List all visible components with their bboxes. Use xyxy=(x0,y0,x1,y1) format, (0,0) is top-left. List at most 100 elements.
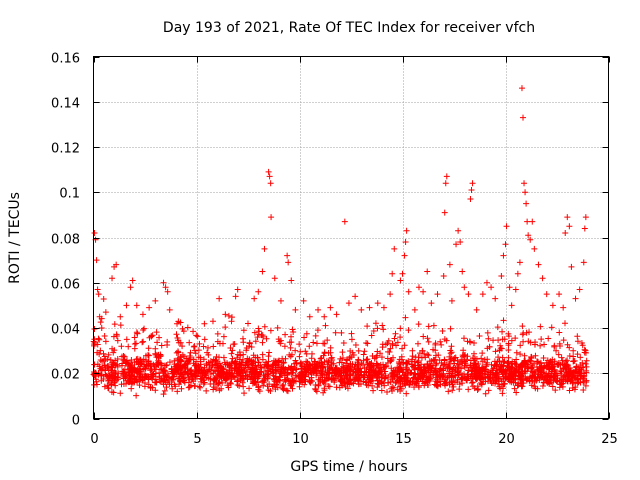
data-point xyxy=(251,329,258,336)
data-point xyxy=(582,214,589,221)
data-point xyxy=(276,361,283,368)
data-point xyxy=(177,356,184,363)
data-point xyxy=(395,380,402,387)
data-point xyxy=(266,381,273,388)
data-point xyxy=(236,349,243,356)
data-point xyxy=(368,332,375,339)
data-point xyxy=(484,359,491,366)
data-point xyxy=(222,324,229,331)
data-point xyxy=(97,319,104,326)
data-point xyxy=(265,387,272,394)
data-point xyxy=(486,343,493,350)
data-point xyxy=(577,379,584,386)
data-point xyxy=(517,351,524,358)
data-point xyxy=(314,327,321,334)
data-point xyxy=(464,353,471,360)
data-point xyxy=(432,341,439,348)
data-point xyxy=(453,241,460,248)
data-point xyxy=(540,379,547,386)
data-point xyxy=(253,366,260,373)
data-point xyxy=(133,392,140,399)
data-point xyxy=(111,321,118,328)
data-point xyxy=(161,387,168,394)
data-point xyxy=(440,371,447,378)
data-point xyxy=(220,333,227,340)
data-point xyxy=(282,331,289,338)
data-point xyxy=(226,367,233,374)
data-point xyxy=(190,343,197,350)
data-point xyxy=(312,385,319,392)
data-point xyxy=(492,370,499,377)
data-point xyxy=(287,353,294,360)
data-point xyxy=(124,377,131,384)
data-point xyxy=(403,390,410,397)
data-point xyxy=(190,328,197,335)
data-point xyxy=(479,350,486,357)
data-point xyxy=(504,362,511,369)
data-point xyxy=(171,357,178,364)
data-point xyxy=(492,348,499,355)
data-point xyxy=(527,357,534,364)
data-point xyxy=(461,364,468,371)
data-point xyxy=(419,369,426,376)
data-point xyxy=(185,379,192,386)
data-point xyxy=(497,342,504,349)
data-point xyxy=(490,377,497,384)
data-point xyxy=(380,364,387,371)
data-point xyxy=(333,369,340,376)
data-point xyxy=(532,375,539,382)
y-tick-label: 0 xyxy=(72,414,80,429)
data-point xyxy=(538,336,545,343)
data-point xyxy=(508,337,515,344)
data-point xyxy=(581,225,588,232)
data-point xyxy=(105,351,112,358)
data-point xyxy=(240,375,247,382)
data-point xyxy=(153,351,160,358)
data-point xyxy=(549,364,556,371)
data-point xyxy=(198,378,205,385)
data-point xyxy=(531,373,538,380)
data-point xyxy=(255,288,262,295)
data-point xyxy=(137,356,144,363)
data-point xyxy=(501,336,508,343)
data-point xyxy=(437,338,444,345)
data-point xyxy=(163,361,170,368)
data-point xyxy=(370,387,377,394)
data-point xyxy=(476,368,483,375)
data-point xyxy=(370,328,377,335)
data-point xyxy=(378,387,385,394)
data-point xyxy=(502,367,509,374)
data-point xyxy=(424,268,431,275)
data-point xyxy=(100,295,107,302)
data-point xyxy=(265,358,272,365)
data-point xyxy=(505,330,512,337)
data-point xyxy=(574,338,581,345)
data-point xyxy=(117,313,124,320)
data-point xyxy=(528,355,535,362)
data-point xyxy=(291,363,298,370)
data-point xyxy=(179,343,186,350)
data-point xyxy=(285,377,292,384)
data-point xyxy=(342,384,349,391)
data-point xyxy=(469,355,476,362)
data-point xyxy=(424,361,431,368)
data-point xyxy=(272,358,279,365)
data-point xyxy=(234,286,241,293)
data-point xyxy=(265,168,272,175)
data-point xyxy=(179,352,186,359)
data-point xyxy=(210,370,217,377)
data-point xyxy=(360,371,367,378)
y-tick-label: 0.1 xyxy=(59,187,80,202)
data-point xyxy=(192,350,199,357)
data-point xyxy=(446,381,453,388)
data-point xyxy=(181,362,188,369)
data-point xyxy=(148,333,155,340)
data-point xyxy=(428,365,435,372)
data-point xyxy=(512,335,519,342)
data-point xyxy=(393,342,400,349)
data-point xyxy=(333,311,340,318)
data-point xyxy=(397,325,404,332)
data-point xyxy=(97,357,104,364)
data-point xyxy=(194,333,201,340)
data-point xyxy=(561,320,568,327)
